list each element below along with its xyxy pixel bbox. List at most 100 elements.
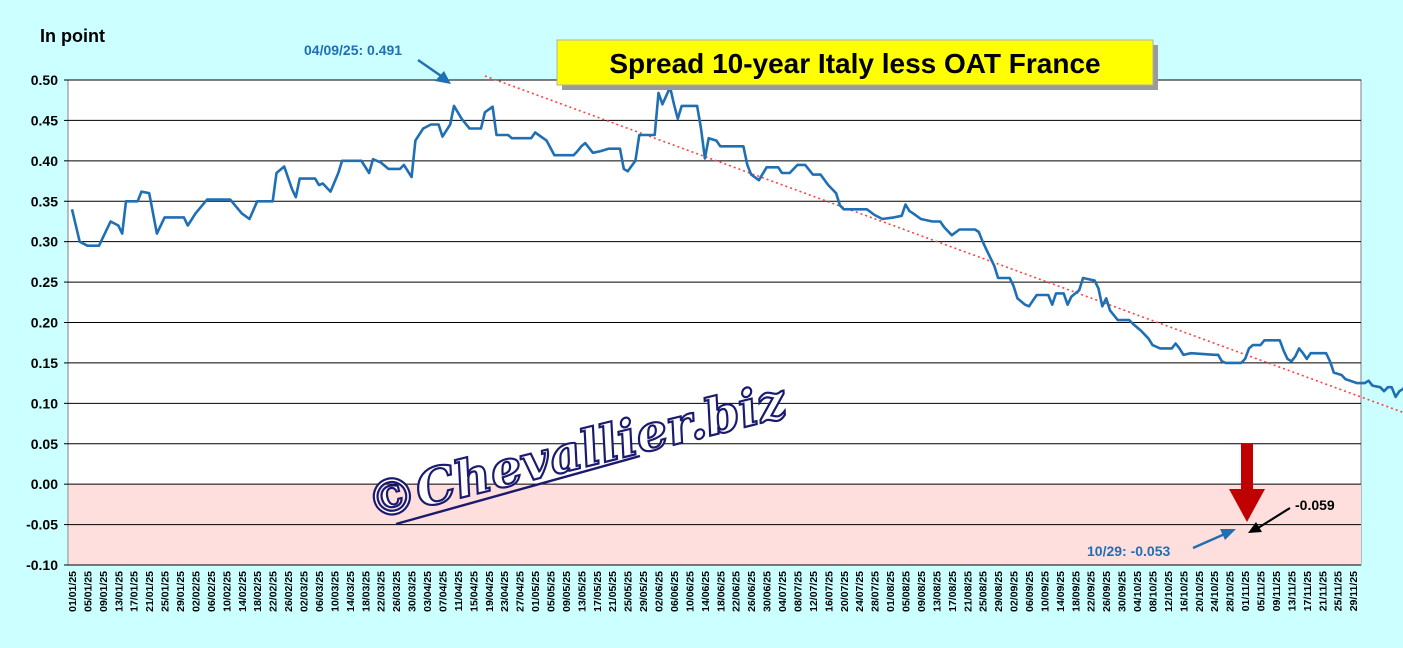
last-black-arrowhead [1248,522,1262,533]
x-tick-label: 14/06/25 [700,571,712,612]
x-tick-label: 01/05/25 [530,571,542,612]
x-tick-label: 17/01/25 [129,571,141,612]
x-tick-label: 13/01/25 [113,571,125,612]
x-tick-label: 10/09/25 [1039,571,1051,612]
x-tick-label: 09/08/25 [916,571,928,612]
y-tick-label: 0.05 [31,436,58,452]
x-tick-label: 20/07/25 [839,571,851,612]
x-tick-label: 14/03/25 [345,571,357,612]
x-tick-label: 13/05/25 [576,571,588,612]
y-tick-label: 0.10 [31,395,58,411]
chart-title: Spread 10-year Italy less OAT France [609,48,1100,79]
x-tick-label: 02/09/25 [1009,571,1021,612]
x-tick-label: 09/11/25 [1271,571,1283,611]
x-tick-label: 25/05/25 [623,571,635,612]
x-tick-label: 24/10/25 [1209,571,1221,612]
x-tick-label: 29/01/25 [175,571,187,612]
x-tick-label: 06/02/25 [206,571,218,612]
x-tick-label: 10/02/25 [221,571,233,612]
x-tick-label: 30/06/25 [762,571,774,612]
x-tick-label: 06/09/25 [1024,571,1036,612]
x-tick-label: 16/10/25 [1178,571,1190,612]
x-tick-label: 18/03/25 [360,571,372,612]
x-tick-label: 07/04/25 [437,571,449,612]
x-tick-label: 25/11/25 [1333,571,1345,611]
x-tick-label: 04/07/25 [777,571,789,612]
y-tick-label: 0.20 [31,315,58,331]
x-tick-label: 05/01/25 [82,571,94,612]
x-tick-label: 29/08/25 [993,571,1005,612]
x-tick-label: 26/03/25 [391,571,403,612]
x-tick-label: 08/07/25 [792,571,804,612]
x-tick-label: 26/06/25 [746,571,758,612]
x-tick-label: 24/07/25 [854,571,866,612]
peak-arrowhead [435,71,451,84]
x-tick-label: 17/08/25 [947,571,959,612]
last-value-annotation-black: -0.059 [1295,497,1335,513]
y-tick-label: 0.30 [31,234,58,250]
x-tick-label: 08/10/25 [1147,571,1159,612]
x-tick-label: 15/04/25 [468,571,480,612]
y-tick-label: -0.10 [26,557,58,573]
x-tick-label: 05/11/25 [1256,571,1268,611]
y-axis: 0.50 0.45 0.40 0.35 0.30 0.25 0.20 0.15 0.10 0.05… [26,72,68,573]
x-tick-label: 17/11/25 [1302,571,1314,611]
x-tick-label: 19/04/25 [484,571,496,612]
x-tick-label: 22/02/25 [268,571,280,612]
y-tick-label: 0.45 [31,112,58,128]
x-tick-label: 01/01/25 [67,571,79,612]
x-tick-label: 01/08/25 [885,571,897,612]
x-tick-label: 10/03/25 [329,571,341,612]
x-tick-label: 17/05/25 [592,571,604,612]
x-tick-label: 26/09/25 [1101,571,1113,612]
x-tick-label: 25/01/25 [160,571,172,612]
x-tick-label: 29/11/25 [1348,571,1360,611]
x-tick-label: 10/06/25 [684,571,696,612]
peak-arrow [417,59,445,79]
watermark-underline [395,454,641,526]
red-arrow-shaft [1241,444,1253,490]
x-tick-label: 06/03/25 [314,571,326,612]
x-tick-label: 11/04/25 [453,571,465,611]
y-axis-label: In point [40,26,105,46]
x-tick-label: 06/06/25 [669,571,681,612]
x-tick-label: 02/02/25 [190,571,202,612]
x-tick-label: 21/01/25 [144,571,156,612]
y-tick-label: 0.25 [31,274,58,290]
x-tick-label: 20/10/25 [1194,571,1206,612]
y-tick-label: -0.05 [26,517,58,533]
x-tick-label: 30/03/25 [407,571,419,612]
x-tick-label: 26/02/25 [283,571,295,612]
x-tick-label: 22/09/25 [1086,571,1098,612]
x-tick-label: 05/05/25 [545,571,557,612]
x-tick-label: 01/11/25 [1240,571,1252,611]
x-tick-label: 02/03/25 [299,571,311,612]
x-tick-label: 09/01/25 [98,571,110,612]
x-tick-label: 18/02/25 [252,571,264,612]
x-tick-label: 29/05/25 [638,571,650,612]
y-tick-label: 0.00 [31,476,58,492]
title-box [556,39,1154,86]
last-blue-arrowhead [1220,529,1236,540]
last-blue-arrow [1192,531,1228,550]
last-value-annotation-blue: 10/29: -0.053 [1087,543,1170,559]
x-tick-label: 21/08/25 [962,571,974,612]
x-tick-label: 14/02/25 [237,571,249,612]
x-tick-label: 09/05/25 [561,571,573,612]
y-tick-label: 0.15 [31,355,58,371]
x-tick-label: 18/09/25 [1070,571,1082,612]
trend-line [484,75,1403,414]
y-tick-label: 0.40 [31,153,58,169]
x-tick-label: 28/07/25 [870,571,882,612]
x-tick-label: 12/10/25 [1163,571,1175,612]
x-tick-label: 21/11/25 [1317,571,1329,611]
x-tick-label: 22/03/25 [376,571,388,612]
x-tick-label: 02/06/25 [654,571,666,612]
x-tick-label: 28/10/25 [1225,571,1237,612]
x-tick-label: 05/08/25 [901,571,913,612]
last-black-arrow [1257,507,1291,529]
x-tick-label: 25/08/25 [978,571,990,612]
x-tick-label: 21/05/25 [607,571,619,612]
peak-annotation: 04/09/25: 0.491 [304,42,402,58]
x-tick-label: 23/04/25 [499,571,511,612]
